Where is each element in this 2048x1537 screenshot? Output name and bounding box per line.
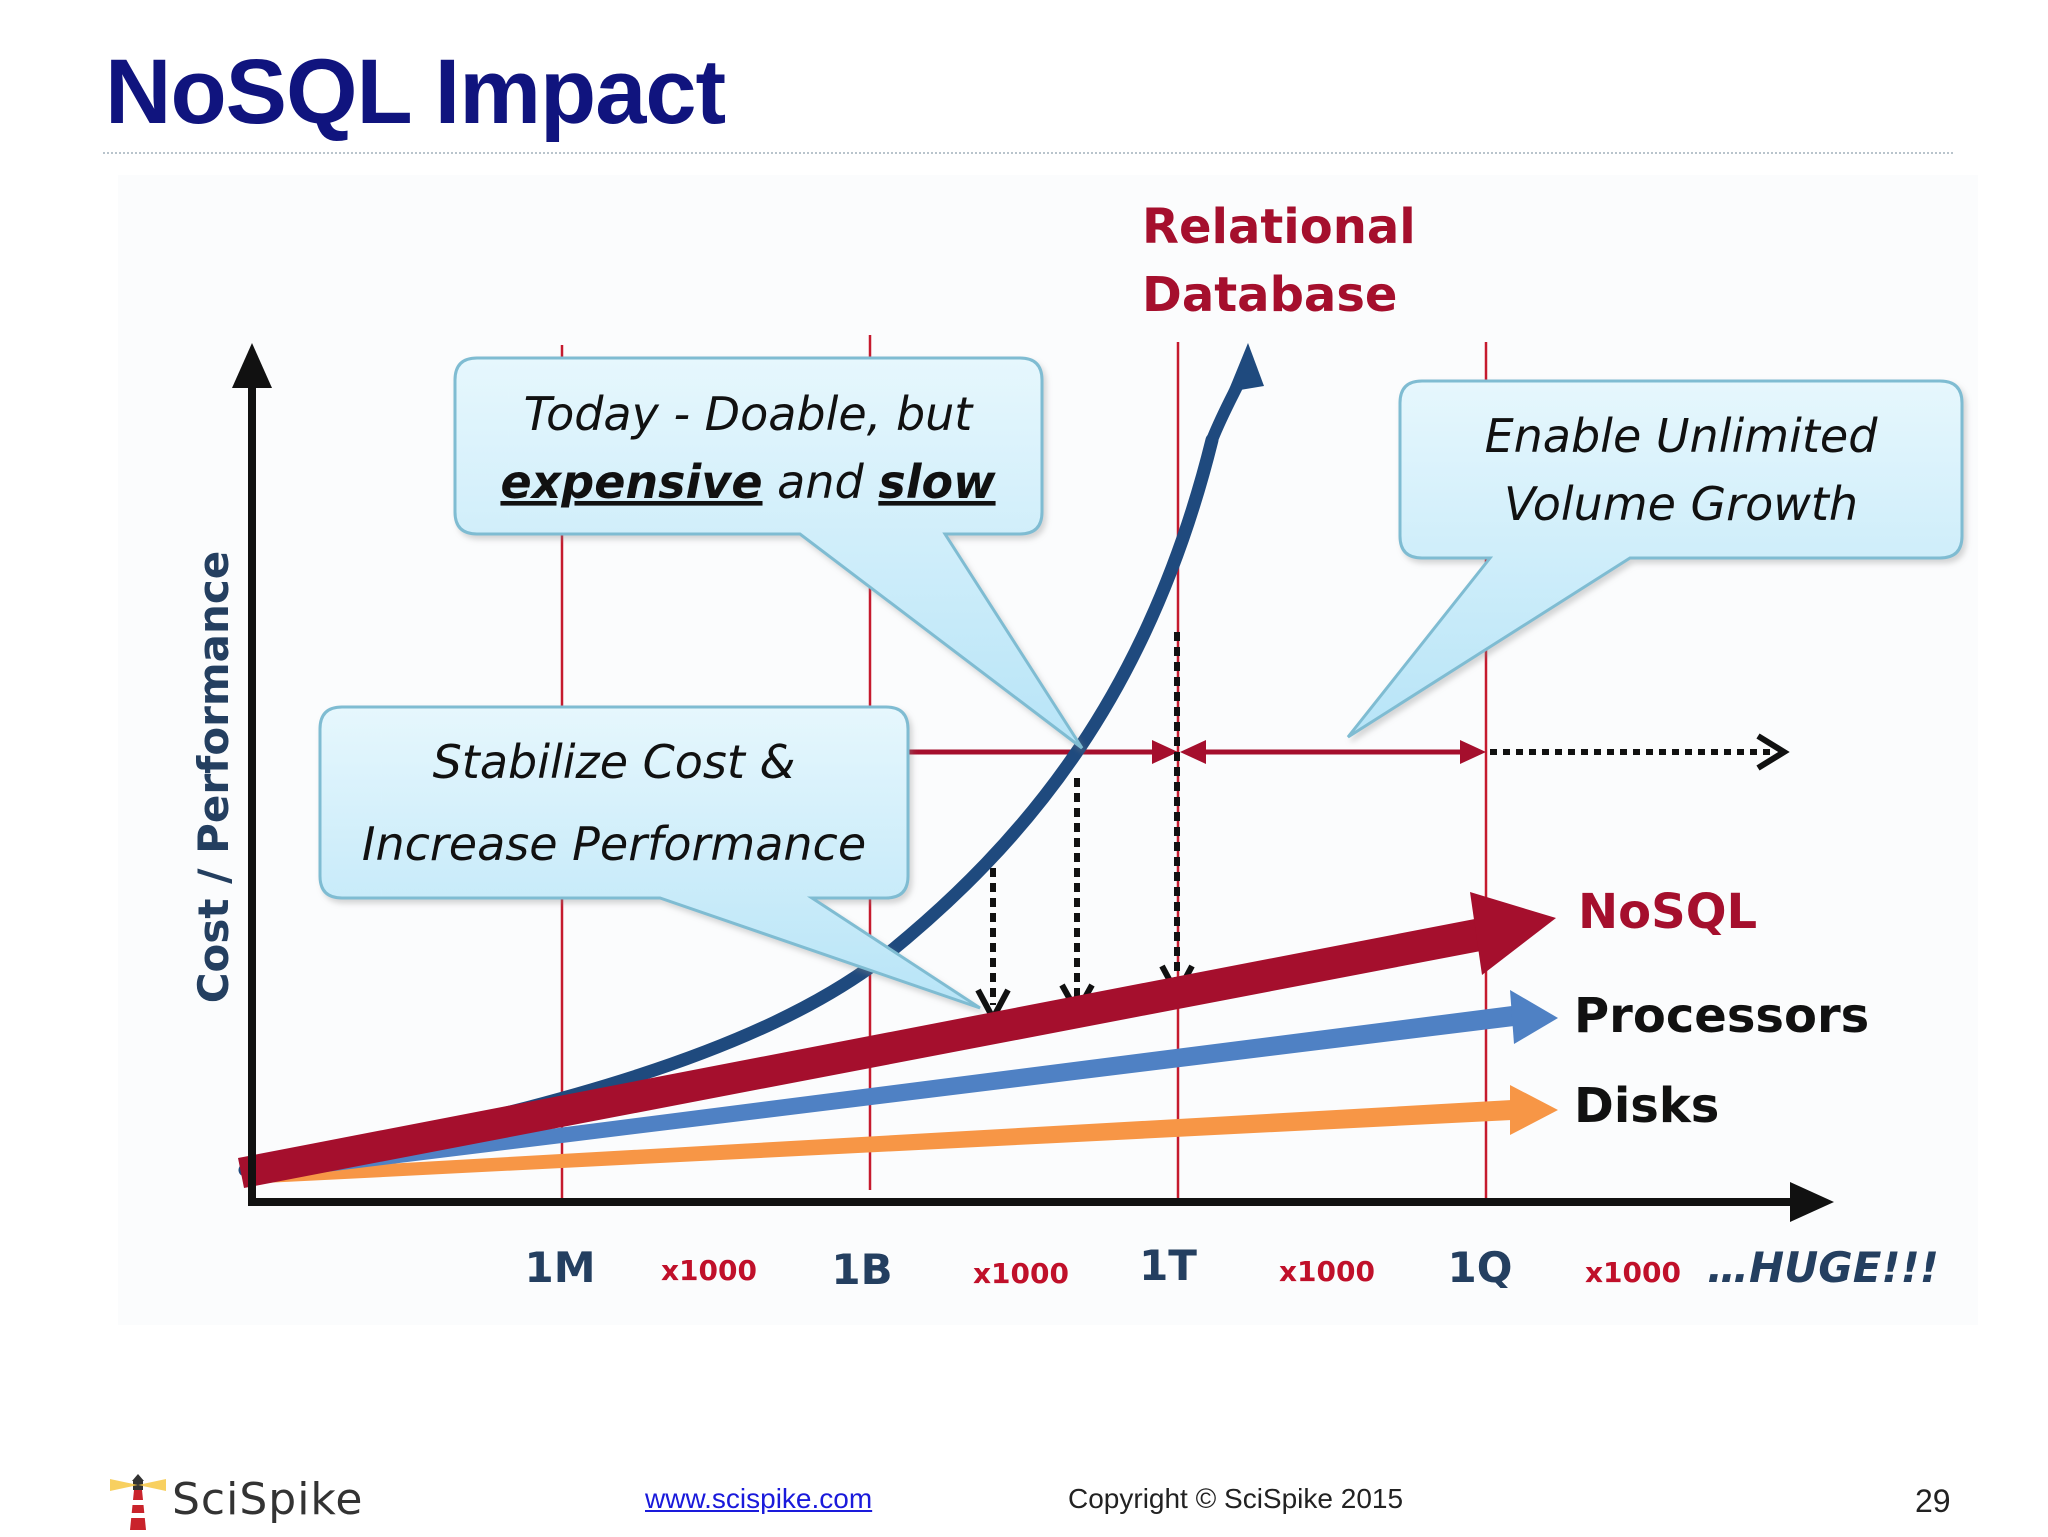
relational-label-line1: Relational <box>1142 199 1416 255</box>
page-number: 29 <box>1915 1483 1951 1519</box>
callout-stabilize-line2: Increase Performance <box>362 817 866 871</box>
slide-title: NoSQL Impact <box>105 41 726 143</box>
x-tick-huge: …HUGE!!! <box>1707 1243 1939 1292</box>
callout-stabilize-line1: Stabilize Cost & <box>433 735 796 789</box>
callout-today-slow: slow <box>878 455 996 509</box>
callout-unlimited <box>1346 379 1964 739</box>
x-tick-labels: 1M 1B 1T 1Q …HUGE!!! <box>524 1241 1938 1294</box>
x-tick-1b: 1B <box>831 1245 892 1294</box>
x-tick-1t: 1T <box>1139 1241 1197 1290</box>
x-multiplier-3: x1000 <box>1279 1255 1375 1288</box>
unlimited-growth-arrow <box>1490 733 1790 771</box>
disks-label: Disks <box>1574 1078 1719 1134</box>
y-axis-arrowhead <box>232 343 272 388</box>
title-divider <box>103 152 1953 154</box>
x-multiplier-labels: x1000 x1000 x1000 x1000 <box>661 1254 1681 1290</box>
constant-cost-line <box>908 740 1486 764</box>
callout-unlimited-line2: Volume Growth <box>1504 477 1858 531</box>
x-multiplier-1: x1000 <box>661 1254 757 1287</box>
nosql-label: NoSQL <box>1578 884 1757 940</box>
processors-series <box>245 990 1558 1182</box>
relational-label-line2: Database <box>1142 267 1397 323</box>
nosql-series <box>238 892 1556 1188</box>
callout-today-expensive: expensive <box>500 455 762 509</box>
callout-today-line1: Today - Doable, but <box>524 387 975 441</box>
x-multiplier-2: x1000 <box>973 1257 1069 1290</box>
x-multiplier-4: x1000 <box>1585 1256 1681 1289</box>
x-tick-1m: 1M <box>524 1243 595 1292</box>
callout-unlimited-line1: Enable Unlimited <box>1485 409 1879 463</box>
callout-today <box>453 356 1084 750</box>
lighthouse-icon <box>110 1474 166 1530</box>
x-tick-1q: 1Q <box>1448 1243 1513 1292</box>
y-axis-label: Cost / Performance <box>189 551 238 1004</box>
logo-text: SciSpike <box>172 1474 364 1525</box>
copyright-text: Copyright © SciSpike 2015 <box>1068 1483 1404 1514</box>
callout-today-joiner: and <box>763 455 879 509</box>
disks-series <box>245 1085 1558 1184</box>
axes <box>232 343 1834 1222</box>
x-axis-arrowhead <box>1790 1182 1834 1222</box>
callout-stabilize <box>318 705 981 1010</box>
scispike-logo: SciSpike <box>108 1470 362 1532</box>
processors-label: Processors <box>1574 988 1869 1044</box>
website-link[interactable]: www.scispike.com <box>645 1483 873 1514</box>
callout-today-line2: expensive and slow <box>500 455 996 509</box>
